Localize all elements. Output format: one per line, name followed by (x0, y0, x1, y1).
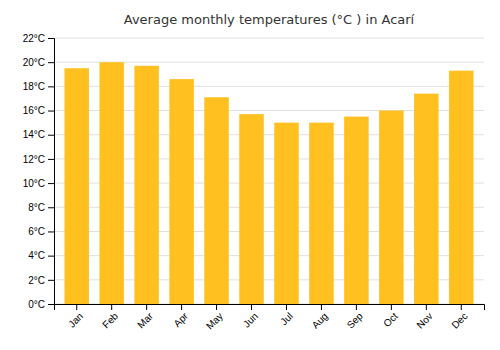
y-tick: 22°C (23, 33, 54, 44)
y-tick-label: 16°C (23, 105, 45, 116)
x-tick-label: May (204, 310, 225, 331)
y-tick: 12°C (23, 154, 54, 165)
y-tick-mark (48, 256, 54, 257)
bar (344, 117, 368, 304)
x-tick-mark (391, 304, 392, 310)
y-tick: 6°C (28, 226, 54, 237)
y-axis-line (48, 39, 55, 305)
x-tick-label: Jan (66, 310, 85, 329)
bar (134, 66, 158, 304)
bar (414, 94, 438, 304)
y-tick-label: 14°C (23, 129, 45, 140)
x-tick-mark (251, 304, 252, 310)
bar (274, 123, 298, 304)
y-tick-mark (48, 86, 54, 87)
x-tick-label: Nov (414, 310, 434, 330)
x-tick-mark (216, 304, 217, 310)
bar (239, 114, 263, 304)
y-tick-label: 0°C (28, 299, 45, 310)
bar (64, 68, 88, 304)
title: Average monthly temperatures (°C ) in Ac… (124, 12, 415, 27)
x-tick-label: Dec (449, 310, 469, 330)
y-tick-mark (48, 62, 54, 63)
grid (54, 38, 484, 304)
y-tick-mark (48, 280, 54, 281)
y-tick-label: 18°C (23, 81, 45, 92)
y-tick-label: 2°C (28, 275, 45, 286)
x-tick-mark (426, 304, 427, 310)
x-tick: Jul (278, 304, 295, 327)
x-tick: Jan (66, 304, 85, 330)
x-tick-mark (111, 304, 112, 310)
x-tick: Mar (135, 304, 155, 330)
x-tick-mark (181, 304, 182, 310)
y-tick-label: 22°C (23, 33, 45, 44)
x-axis: Jan Feb Mar Apr May Jun Jul Aug Sep Oct Nov Dec (55, 304, 485, 332)
y-tick-mark (48, 159, 54, 160)
y-tick: 20°C (23, 57, 54, 68)
x-tick: Sep (345, 304, 366, 331)
y-tick: 0°C (28, 299, 54, 310)
bar (99, 62, 123, 304)
x-tick-label: Sep (345, 310, 366, 331)
x-tick: Apr (171, 304, 190, 329)
x-tick: Dec (449, 304, 469, 331)
bar (204, 97, 228, 304)
bar (449, 71, 473, 304)
y-tick-label: 10°C (23, 178, 45, 189)
x-tick-label: Apr (171, 310, 190, 329)
x-tick: Nov (414, 304, 434, 331)
bar (309, 123, 333, 304)
y-tick-mark (48, 183, 54, 184)
y-tick: 2°C (28, 275, 54, 286)
y-tick: 16°C (23, 105, 54, 116)
y-tick-label: 20°C (23, 57, 45, 68)
x-tick-label: Jul (278, 310, 295, 327)
x-tick: Jun (241, 304, 260, 330)
x-tick-mark (321, 304, 322, 310)
y-axis: 0°C 2°C 4°C 6°C 8°C 10°C 12°C 14°C 16°C 18°C 20°C 2… (23, 33, 55, 310)
x-tick-mark (286, 304, 287, 310)
bar (379, 111, 403, 304)
y-tick-mark (48, 38, 54, 39)
y-tick-label: 4°C (28, 250, 45, 261)
chart: Jan Feb Mar Apr May Jun Jul Aug Sep Oct Nov Dec 0°C 2… (0, 0, 500, 350)
y-tick: 14°C (23, 129, 54, 140)
bar (169, 79, 193, 304)
y-tick-label: 6°C (28, 226, 45, 237)
y-tick: 10°C (23, 178, 54, 189)
y-tick-mark (48, 207, 54, 208)
x-tick: Feb (100, 304, 120, 330)
x-axis-line (55, 305, 485, 311)
x-tick-label: Feb (100, 310, 120, 330)
x-tick-label: Mar (135, 310, 155, 330)
y-tick-mark (48, 304, 54, 305)
y-tick-label: 12°C (23, 154, 45, 165)
y-tick-label: 8°C (28, 202, 45, 213)
y-tick: 18°C (23, 81, 54, 92)
y-tick-mark (48, 111, 54, 112)
grid-line (54, 38, 484, 39)
y-tick: 8°C (28, 202, 54, 213)
y-tick: 4°C (28, 250, 54, 261)
y-tick-mark (48, 231, 54, 232)
x-tick-label: Aug (310, 310, 330, 330)
x-tick-mark (76, 304, 77, 310)
x-tick: Aug (310, 304, 330, 331)
x-tick-label: Oct (381, 310, 400, 329)
bars (64, 62, 473, 304)
x-tick: Oct (381, 304, 400, 329)
x-tick: May (204, 304, 225, 332)
y-tick-mark (48, 135, 54, 136)
x-tick-mark (356, 304, 357, 310)
x-tick-mark (146, 304, 147, 310)
x-tick-mark (461, 304, 462, 310)
x-tick-label: Jun (241, 310, 260, 329)
